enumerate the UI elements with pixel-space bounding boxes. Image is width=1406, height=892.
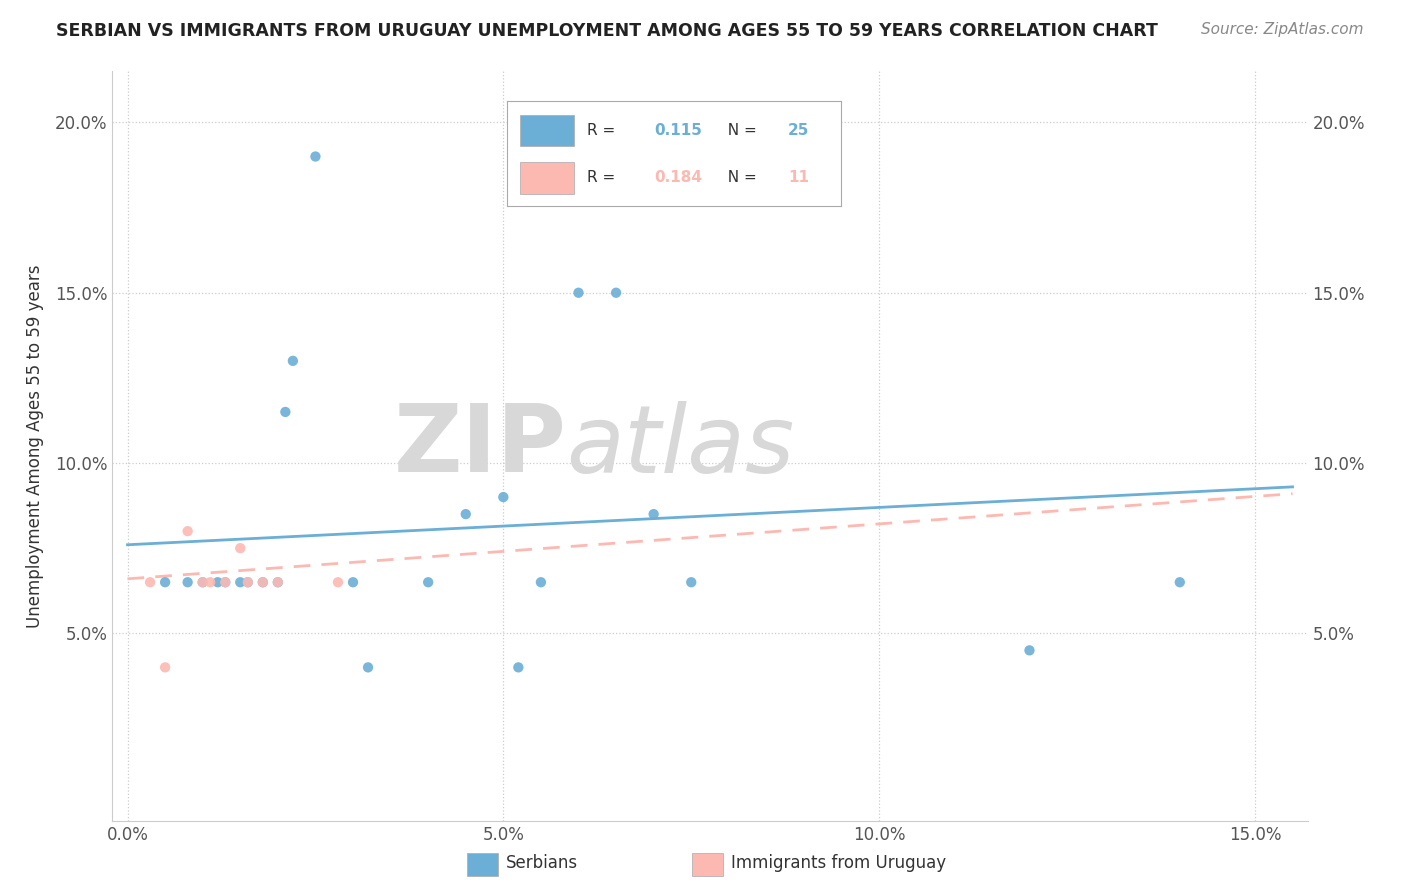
- Point: [198, 575, 221, 590]
- Point: [153, 575, 176, 590]
- Text: Immigrants from Uruguay: Immigrants from Uruguay: [731, 855, 946, 872]
- Text: Serbians: Serbians: [506, 855, 578, 872]
- Point: [492, 490, 515, 504]
- Text: atlas: atlas: [567, 401, 794, 491]
- Point: [214, 575, 236, 590]
- Text: SERBIAN VS IMMIGRANTS FROM URUGUAY UNEMPLOYMENT AMONG AGES 55 TO 59 YEARS CORREL: SERBIAN VS IMMIGRANTS FROM URUGUAY UNEMP…: [56, 22, 1159, 40]
- Point: [153, 660, 176, 674]
- Point: [139, 575, 162, 590]
- Bar: [467, 853, 498, 876]
- Point: [229, 541, 252, 556]
- Point: [530, 575, 553, 590]
- Point: [357, 660, 380, 674]
- Point: [267, 575, 290, 590]
- Point: [176, 575, 198, 590]
- Point: [229, 575, 252, 590]
- Point: [207, 575, 229, 590]
- Point: [342, 575, 364, 590]
- Point: [267, 575, 290, 590]
- Bar: [692, 853, 723, 876]
- Point: [252, 575, 274, 590]
- Point: [214, 575, 236, 590]
- Point: [304, 149, 326, 163]
- Point: [605, 285, 627, 300]
- Point: [236, 575, 259, 590]
- Point: [191, 575, 214, 590]
- Point: [454, 507, 477, 521]
- Point: [1168, 575, 1191, 590]
- Text: ZIP: ZIP: [394, 400, 567, 492]
- Y-axis label: Unemployment Among Ages 55 to 59 years: Unemployment Among Ages 55 to 59 years: [25, 264, 44, 628]
- Point: [681, 575, 703, 590]
- Point: [326, 575, 349, 590]
- Point: [274, 405, 297, 419]
- Point: [191, 575, 214, 590]
- Point: [1018, 643, 1040, 657]
- Point: [176, 524, 198, 538]
- Point: [236, 575, 259, 590]
- Point: [281, 354, 304, 368]
- Text: Source: ZipAtlas.com: Source: ZipAtlas.com: [1201, 22, 1364, 37]
- Point: [418, 575, 440, 590]
- Point: [643, 507, 665, 521]
- Point: [508, 660, 530, 674]
- Point: [252, 575, 274, 590]
- Point: [567, 285, 589, 300]
